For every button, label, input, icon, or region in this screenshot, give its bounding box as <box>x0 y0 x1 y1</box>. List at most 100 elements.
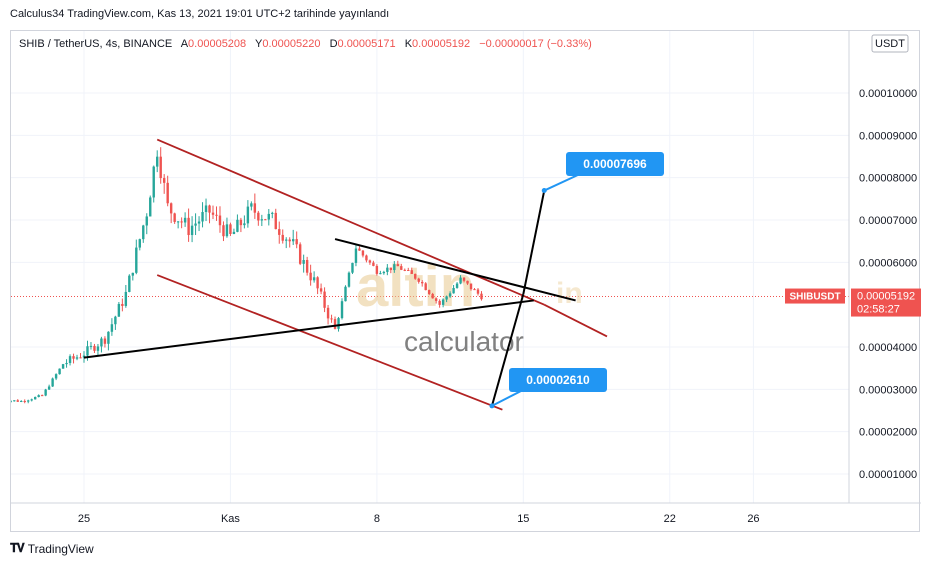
candle-body <box>51 378 54 387</box>
candle-body <box>403 269 406 271</box>
candle-body <box>417 278 420 282</box>
candle-body <box>135 247 138 273</box>
candle-body <box>190 225 194 236</box>
x-tick-label: Kas <box>221 513 240 525</box>
candle-body <box>368 260 372 263</box>
candle-body <box>434 298 438 301</box>
chart-frame[interactable]: altin in calculator 0.00007696 0.00002610… <box>10 30 921 533</box>
candle-body <box>128 275 131 292</box>
legend-high-label: Y <box>255 38 263 50</box>
watermark-brand: altin <box>356 254 475 319</box>
candle-body <box>169 203 173 214</box>
triangle-resistance-line <box>334 238 576 302</box>
candle-body <box>44 389 47 396</box>
candle-body <box>292 239 295 242</box>
callouts: 0.00007696 0.00002610 <box>489 152 664 409</box>
candle-body <box>281 234 284 241</box>
candle-body <box>305 259 309 273</box>
candle-body <box>448 293 452 297</box>
candle-body <box>407 269 410 271</box>
candle-body <box>208 205 211 213</box>
candle-body <box>337 318 340 329</box>
currency-badge[interactable]: USDT <box>871 34 909 53</box>
candle-body <box>462 277 466 281</box>
candle-body <box>274 212 277 230</box>
candle-body <box>232 231 236 234</box>
x-tick-label: 8 <box>374 513 380 525</box>
candle-body <box>187 217 190 236</box>
watermark-suffix: in <box>556 277 583 310</box>
candle-body <box>197 221 201 224</box>
candle-body <box>93 345 96 351</box>
candle-body <box>68 356 72 363</box>
candle-body <box>117 303 121 317</box>
candle-body <box>361 250 365 256</box>
candle-body <box>427 290 431 294</box>
legend-close: 0.00005192 <box>412 38 470 50</box>
legend-symbol: SHIB / TetherUS, 4s, BINANCE <box>19 38 172 50</box>
candle-body <box>396 264 399 267</box>
candle-body <box>159 156 162 179</box>
candle-body <box>89 345 93 347</box>
price-chart[interactable]: altin in calculator 0.00007696 0.00002610… <box>11 31 921 533</box>
candle-body <box>156 156 159 167</box>
candle-body <box>107 331 110 344</box>
candle-body <box>236 219 239 232</box>
callout-upper-label: 0.00007696 <box>583 157 647 171</box>
tradingview-logo-icon: 𝐓𝐕 <box>10 541 25 555</box>
candle-body <box>295 239 298 245</box>
candle-body <box>278 229 281 235</box>
candle-body <box>37 395 40 398</box>
projection-up-line <box>522 190 546 295</box>
ohlc-legend: SHIB / TetherUS, 4s, BINANCE A0.00005208… <box>19 38 592 50</box>
candle-body <box>410 270 413 274</box>
legend-close-label: K <box>405 38 413 50</box>
candle-body <box>400 266 403 270</box>
candle-body <box>152 166 155 198</box>
candle-body <box>131 272 135 276</box>
candle-body <box>138 239 141 248</box>
candle-body <box>218 215 222 226</box>
candle-body <box>11 400 12 402</box>
candle-body <box>47 386 51 390</box>
candle-body <box>365 255 368 261</box>
watermark: altin in calculator <box>356 254 583 357</box>
candle-body <box>421 281 424 284</box>
candle-body <box>271 212 274 214</box>
candle-body <box>414 273 417 279</box>
publish-header: Calculus34 TradingView.com, Kas 13, 2021… <box>10 8 390 20</box>
candle-body <box>30 399 33 401</box>
candle-body <box>326 307 330 319</box>
candle-body <box>393 264 396 271</box>
candle-body <box>27 400 30 402</box>
candle-body <box>20 401 23 403</box>
candle-body <box>173 213 176 222</box>
candle-body <box>100 338 103 347</box>
candle-body <box>194 223 197 226</box>
candle-body <box>302 259 305 264</box>
channel-lower-line <box>156 274 503 411</box>
candle-body <box>149 197 152 217</box>
candle-body <box>65 362 68 365</box>
candle-body <box>103 338 107 344</box>
candles <box>11 147 483 404</box>
candle-body <box>431 293 434 299</box>
watermark-subtitle: calculator <box>404 326 524 357</box>
candle-body <box>183 217 187 223</box>
y-tick-label: 0.00006000 <box>859 257 917 269</box>
candle-body <box>204 205 208 213</box>
currency-badge-label: USDT <box>875 38 905 50</box>
candle-body <box>215 214 218 216</box>
x-axis: 25 Kas 8 15 22 26 <box>11 502 921 525</box>
legend-high: 0.00005220 <box>262 38 320 50</box>
candle-body <box>243 223 246 226</box>
candle-body <box>86 346 89 356</box>
candle-body <box>466 280 469 284</box>
candle-body <box>253 203 257 213</box>
x-tick-label: 22 <box>664 513 676 525</box>
x-tick-label: 15 <box>517 513 529 525</box>
candle-body <box>354 248 358 263</box>
legend-low-label: D <box>330 38 338 50</box>
candle-body <box>110 324 114 332</box>
candle-body <box>347 272 351 287</box>
